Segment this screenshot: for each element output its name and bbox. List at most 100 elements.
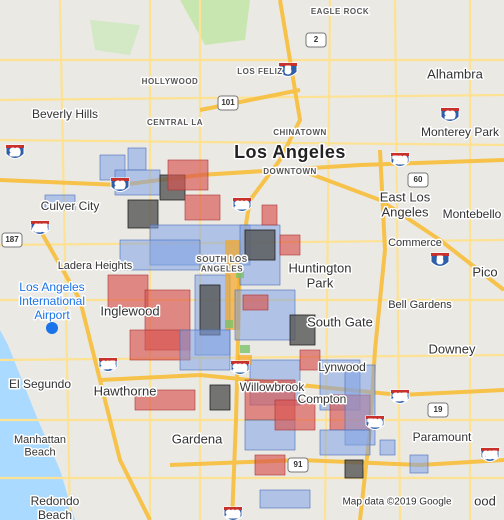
- shield-body: [230, 360, 250, 375]
- place-label: Airport: [34, 308, 70, 322]
- shield-body: [305, 32, 327, 48]
- place-label: Los Angeles: [19, 280, 84, 294]
- place-label: Monterey Park: [421, 125, 500, 139]
- highway-shield: 5: [430, 252, 450, 267]
- place-label: LOS FELIZ: [237, 67, 282, 76]
- area: [274, 399, 316, 431]
- highway-shield: 91: [287, 457, 309, 473]
- highway-shield: 605: [480, 447, 500, 462]
- place-label: EAGLE ROCK: [311, 7, 369, 16]
- area: [319, 429, 371, 456]
- highway-shield: 105: [390, 389, 410, 404]
- shield-top: [431, 253, 449, 256]
- area: [261, 204, 278, 226]
- highway-shield: 105: [98, 357, 118, 372]
- place-label: Lynwood: [318, 360, 366, 374]
- place-label: Bell Gardens: [388, 299, 452, 311]
- shield-number: 105: [101, 361, 115, 370]
- area: [127, 147, 147, 171]
- place-label: Los Angeles: [234, 142, 346, 162]
- shield-number: 10: [116, 181, 125, 190]
- ocean: [0, 330, 75, 520]
- shield-top: [366, 416, 384, 419]
- place-label: International: [19, 294, 85, 308]
- place-label: Ladera Heights: [58, 260, 133, 272]
- place-label: SOUTH LOS: [196, 255, 247, 264]
- place-label: Park: [307, 275, 334, 290]
- shield-top: [481, 448, 499, 451]
- place-labels: EAGLE ROCK HOLLYWOOD LOS FELIZ Alhambra Beve…: [7, 6, 503, 520]
- place-label: Commerce: [388, 237, 442, 249]
- highlighted-areas: [44, 147, 429, 509]
- highway-shield: 110: [230, 360, 250, 375]
- place-label: Beach: [24, 447, 55, 459]
- shield-body: [390, 389, 410, 404]
- area: [240, 345, 250, 353]
- area: [119, 239, 201, 271]
- highway-shield: 110: [223, 506, 243, 520]
- place-label: Montebello: [443, 207, 502, 221]
- shield-body: [98, 357, 118, 372]
- area: [134, 389, 196, 411]
- shield-number: 605: [483, 451, 497, 460]
- shield-number: 710: [393, 156, 407, 165]
- shield-body: [217, 95, 239, 111]
- area: [209, 384, 231, 411]
- place-label: ANGELES: [201, 264, 243, 273]
- shield-number: 2: [314, 35, 319, 44]
- shield-number: 110: [234, 364, 247, 373]
- area: [242, 294, 269, 311]
- shield-body: [30, 220, 50, 235]
- place-label: ood: [474, 493, 496, 508]
- shield-top: [111, 178, 129, 181]
- shield-number: 10: [446, 111, 455, 120]
- area: [179, 329, 231, 371]
- highway-shield: 5: [278, 62, 298, 77]
- place-label: Angeles: [382, 204, 429, 219]
- place-label: Pico: [472, 264, 497, 279]
- highway-shield: 10: [5, 144, 25, 159]
- area: [289, 314, 316, 346]
- park: [90, 20, 140, 55]
- area: [167, 159, 209, 191]
- shield-top: [231, 361, 249, 364]
- highway-shield: 2: [305, 32, 327, 48]
- place-label: Inglewood: [100, 303, 159, 318]
- shield-body: [1, 232, 23, 248]
- shield-top: [6, 145, 24, 148]
- shield-body: [427, 402, 449, 418]
- shield-number: 19: [434, 405, 443, 414]
- highway-shield: 19: [427, 402, 449, 418]
- shield-number: 110: [227, 510, 240, 519]
- area: [409, 454, 429, 474]
- shield-top: [224, 507, 242, 510]
- area: [199, 284, 221, 336]
- highway-shield: 110: [232, 197, 252, 212]
- area: [238, 355, 252, 365]
- highway-shield: 405: [30, 220, 50, 235]
- shield-top: [279, 63, 297, 66]
- shield-body: [223, 506, 243, 520]
- shield-number: 91: [294, 460, 303, 469]
- shield-body: [390, 152, 410, 167]
- shield-top: [31, 221, 49, 224]
- place-label: South Gate: [307, 314, 373, 329]
- place-label: Downey: [429, 341, 476, 356]
- place-label: Alhambra: [427, 66, 483, 81]
- shield-top: [391, 390, 409, 393]
- highway-shield: 101: [217, 95, 239, 111]
- place-label: El Segundo: [9, 377, 71, 391]
- place-label: Beverly Hills: [32, 107, 98, 121]
- shield-number: 60: [414, 175, 423, 184]
- park: [180, 0, 250, 45]
- highway-shield: 10: [110, 177, 130, 192]
- shield-body: [287, 457, 309, 473]
- shield-body: [430, 252, 450, 267]
- shield-body: [5, 144, 25, 159]
- shield-body: [278, 62, 298, 77]
- shield-number: 405: [33, 224, 47, 233]
- place-label: DOWNTOWN: [263, 167, 317, 176]
- place-label: CHINATOWN: [273, 128, 327, 137]
- shield-number: 5: [438, 256, 443, 265]
